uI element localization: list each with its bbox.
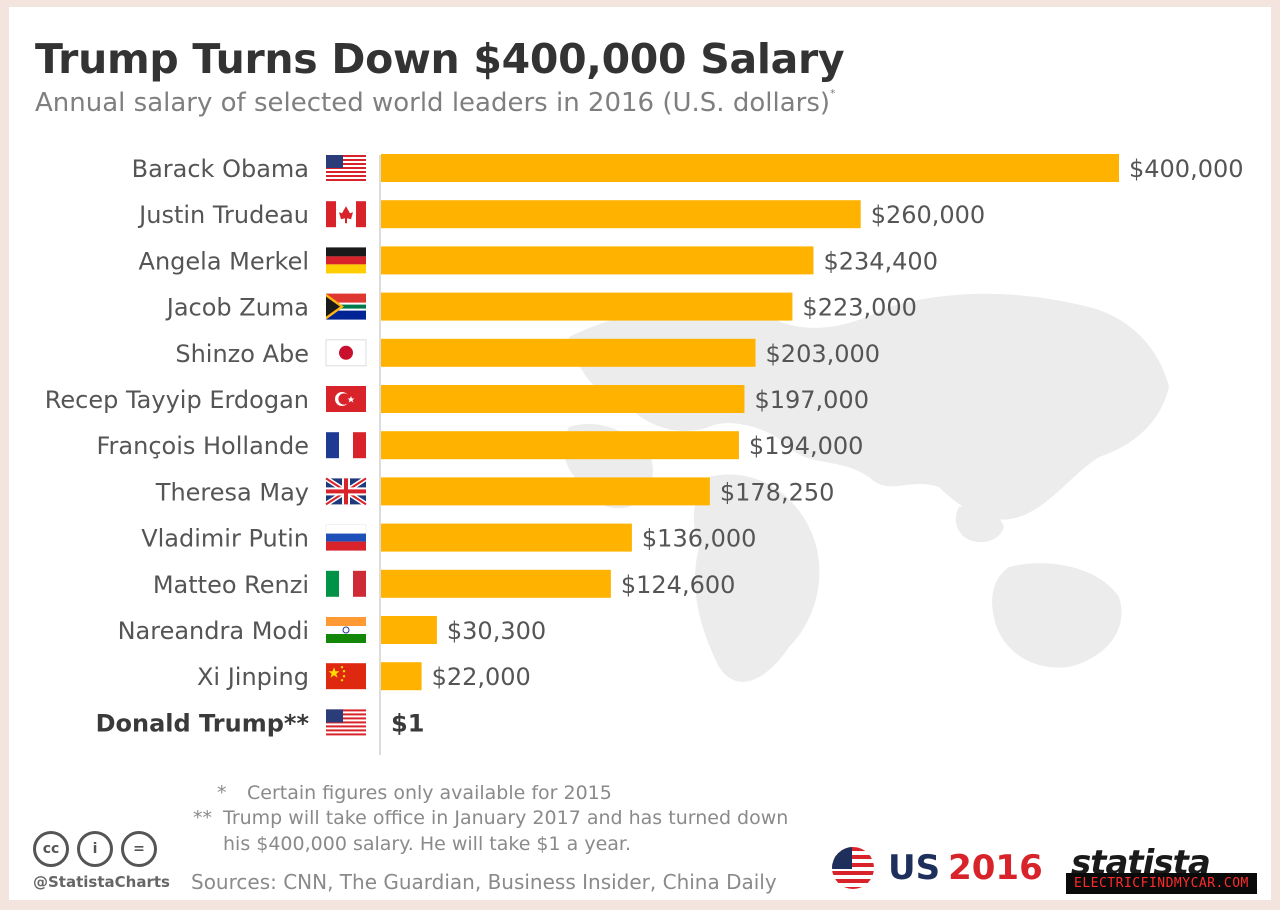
- us-flag-globe-icon: [832, 847, 874, 889]
- category-label: Justin Trudeau: [137, 201, 309, 229]
- category-label: Vladimir Putin: [141, 525, 309, 553]
- us-2016-logo: US 2016: [832, 847, 1043, 889]
- flag-us-icon: [326, 155, 366, 181]
- bar: [381, 523, 632, 552]
- footnote-2-line1: Trump will take office in January 2017 a…: [223, 807, 789, 829]
- value-label: $194,000: [749, 432, 864, 460]
- bar-row: Xi Jinping $22,000: [197, 662, 531, 691]
- footnote-2-cont: his $400,000 salary. He will take $1 a y…: [223, 831, 631, 857]
- bar-chart: Barack Obama $400,000 Justin Trudeau $260,0…: [45, 154, 1244, 755]
- flag-it-icon: [326, 570, 366, 597]
- cc-icon[interactable]: cc: [33, 831, 69, 867]
- watermark-banner: ELECTRICFINDMYCAR.COM: [1066, 873, 1257, 894]
- bar-row: Shinzo Abe $203,000: [175, 338, 881, 368]
- attribution-icon[interactable]: i: [77, 831, 113, 867]
- chart-title: Trump Turns Down $400,000 Salary: [35, 35, 845, 83]
- bar: [381, 246, 814, 275]
- flag-ca-icon: [326, 201, 366, 228]
- category-label: Nareandra Modi: [118, 617, 309, 645]
- category-label: Theresa May: [155, 478, 309, 506]
- value-label: $400,000: [1129, 155, 1244, 183]
- sources-text: Sources: CNN, The Guardian, Business Ins…: [191, 870, 777, 894]
- value-label: $124,600: [621, 571, 736, 599]
- category-label: Jacob Zuma: [165, 294, 309, 322]
- flag-fr-icon: [326, 432, 366, 459]
- value-label: $136,000: [642, 525, 757, 553]
- category-label: François Hollande: [96, 432, 309, 460]
- bar-row: François Hollande $194,000: [96, 431, 863, 460]
- footnote-1-mark: *: [217, 782, 227, 804]
- bar-row: Vladimir Putin $136,000: [141, 523, 757, 553]
- flag-ru-icon: [325, 524, 367, 551]
- flag-in-icon: [326, 617, 366, 643]
- value-label: $1: [391, 709, 424, 737]
- footnote-2-line2: his $400,000 salary. He will take $1 a y…: [223, 833, 632, 855]
- us-label: US: [888, 848, 941, 888]
- bar-row: Matteo Renzi $124,600: [153, 569, 736, 599]
- flag-cn-icon: [326, 663, 366, 690]
- flag-jp-icon: [325, 339, 367, 367]
- value-label: $30,300: [447, 617, 546, 645]
- category-label: Xi Jinping: [197, 663, 309, 691]
- value-label: $178,250: [720, 478, 835, 506]
- flag-us-icon: [326, 709, 366, 736]
- bar-row: Angela Merkel $234,400: [139, 246, 938, 275]
- bar: [381, 338, 756, 367]
- no-derivatives-icon[interactable]: =: [121, 831, 157, 867]
- bar: [381, 292, 793, 321]
- bar: [381, 431, 739, 460]
- chart-subtitle: Annual salary of selected world leaders …: [35, 87, 836, 118]
- value-label: $260,000: [871, 201, 986, 229]
- category-label: Shinzo Abe: [175, 340, 309, 368]
- bar: [381, 616, 437, 644]
- bar-row: Barack Obama $400,000: [132, 154, 1244, 183]
- year-label: 2016: [948, 848, 1043, 888]
- category-label: Angela Merkel: [139, 247, 309, 275]
- category-label: Donald Trump**: [96, 709, 310, 737]
- category-label: Barack Obama: [132, 155, 309, 183]
- bar: [381, 154, 1119, 182]
- bar-row: Recep Tayyip Erdogan $197,000: [45, 385, 869, 414]
- flag-de-icon: [326, 247, 366, 274]
- bar: [381, 385, 745, 413]
- subtitle-text: Annual salary of selected world leaders …: [35, 88, 831, 118]
- flag-za-icon: [326, 293, 366, 320]
- flag-gb-icon: [324, 476, 368, 507]
- value-label: $203,000: [766, 340, 881, 368]
- bar: [381, 477, 710, 506]
- footnote-2-mark: **: [193, 807, 212, 829]
- footnote-1-text: Certain figures only available for 2015: [247, 782, 612, 804]
- bar: [381, 569, 611, 598]
- value-label: $234,400: [823, 247, 938, 275]
- value-label: $197,000: [754, 386, 869, 414]
- bar-row: Justin Trudeau $260,000: [137, 200, 985, 229]
- twitter-handle[interactable]: @StatistaCharts: [33, 873, 170, 891]
- footnote-1: * Certain figures only available for 2015: [217, 780, 612, 806]
- infographic-card: Barack Obama $400,000 Justin Trudeau $260,0…: [9, 7, 1271, 900]
- subtitle-footnote-mark: *: [830, 87, 836, 100]
- footnote-2: ** Trump will take office in January 2017…: [193, 805, 788, 831]
- bar-row: Theresa May $178,250: [155, 476, 835, 507]
- bar: [381, 200, 861, 229]
- bar-row: Jacob Zuma $223,000: [165, 292, 917, 322]
- flag-tr-icon: [326, 386, 366, 412]
- category-label: Recep Tayyip Erdogan: [45, 386, 309, 414]
- category-label: Matteo Renzi: [153, 571, 309, 599]
- license-icons: cc i =: [33, 831, 157, 867]
- bar-row: Nareandra Modi $30,300: [118, 616, 546, 645]
- bar-row: Donald Trump** $1: [96, 708, 424, 737]
- value-label: $223,000: [802, 294, 917, 322]
- bar: [381, 662, 422, 691]
- value-label: $22,000: [432, 663, 531, 691]
